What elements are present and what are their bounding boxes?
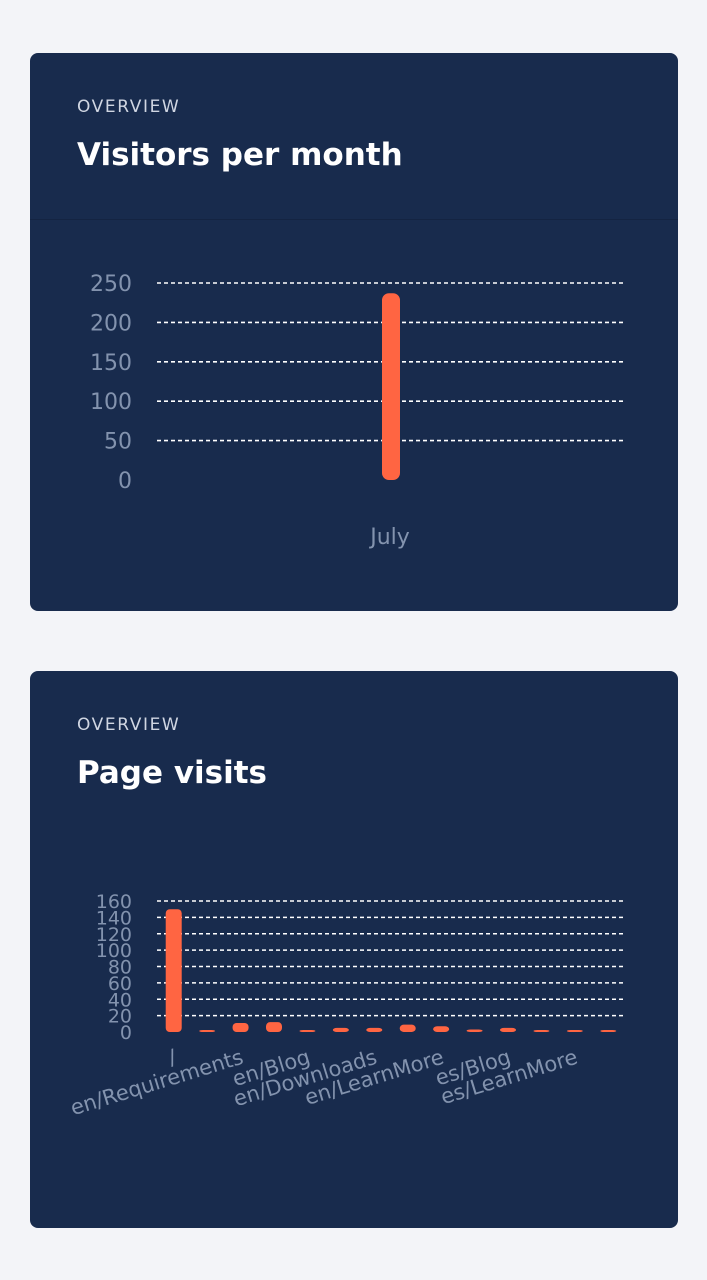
bar bbox=[165, 909, 182, 1032]
page-visits-card: OVERVIEW Page visits 0 20 40 60 80 100 120 140 1… bbox=[30, 671, 678, 1228]
bar bbox=[500, 1027, 516, 1032]
y-tick-label: 40 bbox=[108, 989, 132, 1011]
bar bbox=[433, 1026, 450, 1032]
y-tick-label: 60 bbox=[108, 973, 132, 995]
bar bbox=[399, 1024, 416, 1032]
bar bbox=[199, 1030, 216, 1032]
bar bbox=[382, 293, 400, 480]
y-tick-label: 20 bbox=[108, 1006, 132, 1028]
card-eyebrow: OVERVIEW bbox=[77, 715, 181, 735]
card-eyebrow: OVERVIEW bbox=[77, 97, 181, 117]
y-tick-label: 120 bbox=[96, 924, 132, 946]
bar bbox=[600, 1030, 617, 1032]
y-tick-label: 150 bbox=[90, 351, 132, 376]
x-tick-label: July bbox=[368, 525, 410, 550]
card-title: Visitors per month bbox=[77, 137, 403, 173]
bar bbox=[533, 1030, 550, 1032]
bar bbox=[266, 1022, 282, 1032]
y-tick-label: 0 bbox=[120, 1022, 132, 1044]
bar bbox=[232, 1022, 249, 1032]
bar bbox=[299, 1030, 316, 1032]
visitors-card: OVERVIEW Visitors per month 0 50 100 150 200… bbox=[30, 53, 678, 611]
y-tick-label: 100 bbox=[90, 390, 132, 415]
y-tick-label: 140 bbox=[96, 907, 132, 929]
bar bbox=[566, 1030, 583, 1032]
y-tick-label: 200 bbox=[90, 311, 132, 336]
y-tick-label: 100 bbox=[96, 940, 132, 962]
bar bbox=[332, 1027, 349, 1032]
card-title: Page visits bbox=[77, 755, 267, 791]
y-tick-label: 50 bbox=[104, 430, 132, 455]
y-tick-label: 0 bbox=[118, 469, 132, 494]
card-divider bbox=[30, 219, 678, 220]
bar bbox=[366, 1027, 383, 1032]
page-visits-chart: 020406080100120140160/en/Requirementsen/… bbox=[68, 891, 625, 1120]
y-tick-label: 250 bbox=[90, 272, 132, 297]
x-tick-label: en/Requirements bbox=[68, 1045, 246, 1120]
y-tick-label: 80 bbox=[108, 957, 132, 979]
y-tick-label: 160 bbox=[96, 891, 132, 913]
visitors-chart: 0 50 100 150 200 250 July bbox=[90, 272, 625, 550]
bar bbox=[466, 1029, 483, 1032]
